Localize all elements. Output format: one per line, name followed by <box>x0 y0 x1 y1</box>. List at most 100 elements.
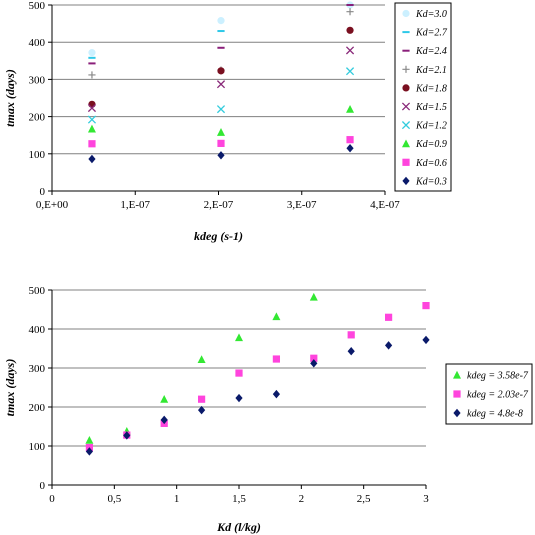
legend-label: Kd=3.0 <box>415 9 447 20</box>
legend-item: kdeg = 2.03e-7 <box>453 390 529 401</box>
x-tick-label: 1,E-07 <box>120 199 150 211</box>
data-point <box>347 347 355 356</box>
data-point <box>217 17 225 25</box>
legend-item: Kd=2.7 <box>402 28 448 39</box>
legend-marker <box>453 408 461 418</box>
legend-label: Kd=1.2 <box>415 121 447 132</box>
legend-label: Kd=1.5 <box>415 102 447 113</box>
data-point <box>217 151 225 160</box>
data-point <box>160 415 168 425</box>
legend-marker <box>402 9 410 18</box>
chart-2: 0 100 200 300 400 500 0 0,5 1 1,5 2 2,5 3 Kd (l/kg) tm… <box>3 285 533 534</box>
data-point <box>198 405 206 415</box>
legend-item: Kd=0.9 <box>402 139 447 150</box>
data-point <box>346 144 354 153</box>
x-tick-label: 2,5 <box>357 493 371 505</box>
y-tick-label: 300 <box>29 363 46 375</box>
data-point <box>309 292 318 301</box>
data-point <box>346 104 355 113</box>
data-point <box>217 139 225 147</box>
y-tick-label: 200 <box>29 112 46 124</box>
data-point <box>216 128 225 136</box>
legend-item: Kd=0.3 <box>402 176 447 187</box>
data-point <box>235 393 243 403</box>
legend: kdeg = 3.58e-7 kdeg = 2.03e-7 kdeg = 4.8e-… <box>445 363 533 425</box>
series-3 <box>85 335 430 456</box>
y-tick-label: 0 <box>40 480 46 492</box>
data-point <box>216 105 226 114</box>
data-point <box>88 100 96 108</box>
legend-label: kdeg = 2.03e-7 <box>467 390 529 401</box>
legend-item: Kd=2.1 <box>402 65 447 76</box>
y-tick-label: 300 <box>29 74 46 86</box>
data-point <box>422 335 430 345</box>
y-tick-label: 500 <box>29 0 46 12</box>
y-tick-label: 500 <box>29 285 46 297</box>
data-point <box>272 389 280 399</box>
data-point <box>88 49 96 57</box>
legend-item: Kd=3.0 <box>402 9 447 20</box>
x-tick-label: 2,E-07 <box>204 199 234 211</box>
data-point <box>422 302 430 310</box>
legend-label: kdeg = 4.8e-8 <box>467 409 523 420</box>
data-point <box>217 67 225 75</box>
x-tick-label: 1 <box>174 493 180 505</box>
legend-item: Kd=0.6 <box>402 158 447 169</box>
legend-label: Kd=1.8 <box>415 83 447 94</box>
x-tick-label: 2 <box>299 493 305 505</box>
data-point <box>87 103 97 113</box>
legend-marker <box>401 121 411 130</box>
data-point <box>235 333 243 342</box>
data-point <box>88 154 96 164</box>
legend-marker <box>402 158 410 166</box>
legend-label: Kd=0.3 <box>415 176 447 187</box>
y-tick-label: 400 <box>29 324 46 336</box>
data-point <box>345 67 355 76</box>
legend-marker <box>453 370 461 379</box>
y-axis-title: tmax (days) <box>3 359 17 417</box>
x-axis-title: Kd (l/kg) <box>216 520 261 534</box>
data-point <box>272 355 280 363</box>
legend-label: Kd=2.1 <box>415 65 447 76</box>
data-point <box>310 354 318 362</box>
legend: Kd=3.0 Kd=2.7 Kd=2.4 Kd=2.1 Kd=1.8 Kd=1.5 Kd=1… <box>394 2 452 192</box>
legend-item: Kd=1.2 <box>401 121 447 132</box>
data-point <box>345 46 355 55</box>
legend-label: kdeg = 3.58e-7 <box>467 371 529 382</box>
data-point <box>347 331 355 339</box>
data-point <box>88 140 96 148</box>
legend-label: Kd=2.4 <box>415 46 447 57</box>
y-tick-label: 200 <box>29 402 46 414</box>
x-axis-title: kdeg (s-1) <box>194 229 243 243</box>
data-point <box>198 395 206 403</box>
legend-item: Kd=2.4 <box>402 46 447 57</box>
series-10 <box>88 144 354 164</box>
y-axis-title: tmax (days) <box>3 69 17 127</box>
series-3 <box>88 4 354 65</box>
legend-item: Kd=1.8 <box>402 83 447 94</box>
data-point <box>160 395 169 403</box>
x-tick-label: 0,E+00 <box>36 199 69 211</box>
data-point <box>87 115 97 124</box>
data-point <box>123 431 131 440</box>
data-point <box>385 313 393 321</box>
data-point <box>385 341 393 350</box>
y-tick-label: 400 <box>29 37 46 49</box>
y-tick-label: 100 <box>29 441 46 453</box>
legend-label: Kd=2.7 <box>415 28 448 39</box>
series-7 <box>87 67 355 124</box>
data-point <box>87 124 96 133</box>
data-point <box>216 80 226 89</box>
series-2 <box>85 302 430 452</box>
legend-item: kdeg = 4.8e-8 <box>453 409 523 420</box>
data-point <box>197 355 206 364</box>
legend-marker <box>401 102 411 111</box>
y-tick-label: 0 <box>40 186 46 198</box>
legend-marker <box>453 390 461 398</box>
legend-item: Kd=1.5 <box>401 102 447 113</box>
data-point <box>85 435 94 444</box>
legend-marker <box>402 176 410 186</box>
legend-label: Kd=0.9 <box>415 139 447 150</box>
series-6 <box>87 46 355 113</box>
